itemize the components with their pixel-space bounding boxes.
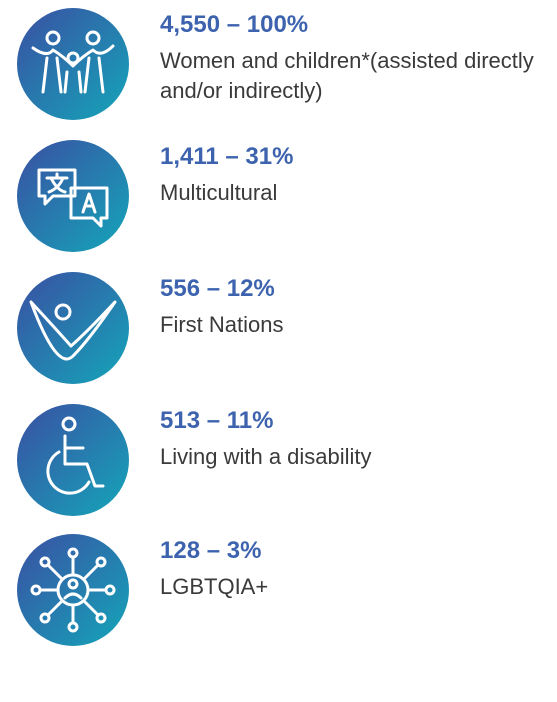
- item-heading: 513 – 11%: [160, 407, 274, 434]
- item-label: Women and children*(assisted directly an…: [160, 48, 534, 103]
- icon-family: [17, 8, 129, 120]
- icon-network: [17, 534, 129, 646]
- item-label: Living with a disability: [160, 444, 372, 469]
- item-heading: 1,411 – 31%: [160, 143, 294, 170]
- item-label: LGBTQIA+: [160, 574, 269, 599]
- icon-first-nations: [17, 272, 129, 384]
- item-heading: 128 – 3%: [160, 537, 262, 564]
- item-label: First Nations: [160, 312, 284, 337]
- item-heading: 556 – 12%: [160, 275, 275, 302]
- icon-disability: [17, 404, 129, 516]
- icon-language: [17, 140, 129, 252]
- item-label: Multicultural: [160, 180, 278, 205]
- item-heading: 4,550 – 100%: [160, 11, 309, 38]
